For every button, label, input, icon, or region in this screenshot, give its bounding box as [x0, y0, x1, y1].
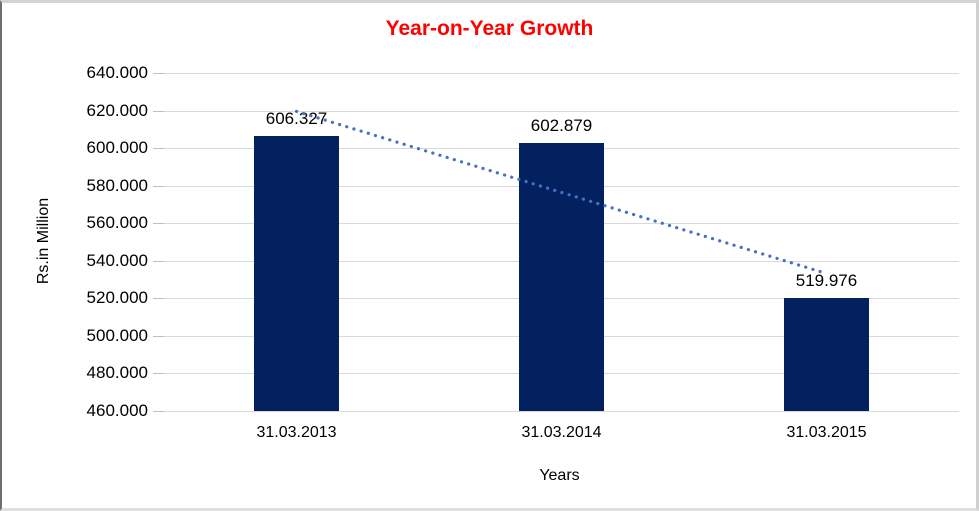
y-axis-tick [153, 223, 164, 225]
y-axis-tick [153, 373, 164, 375]
bar-31.03.2013 [254, 136, 339, 411]
y-tick-label: 480.000 [86, 363, 148, 383]
y-axis-tick [153, 298, 164, 300]
y-axis-tick [153, 73, 164, 74]
y-axis-tick [153, 260, 164, 262]
y-tick-label: 500.000 [86, 325, 148, 345]
data-label: 519.976 [795, 271, 858, 291]
x-axis-line [164, 411, 959, 412]
y-axis-tick [153, 411, 164, 412]
y-tick-label: 560.000 [86, 213, 148, 233]
y-axis-tick [153, 110, 164, 112]
y-tick-label: 540.000 [86, 250, 148, 270]
y-axis-tick [153, 148, 164, 150]
data-label: 602.879 [530, 115, 593, 135]
y-tick-label: 460.000 [86, 401, 148, 420]
gridline [164, 73, 959, 74]
y-tick-label: 620.000 [86, 100, 148, 120]
y-axis-tick [153, 335, 164, 337]
bar-31.03.2015 [784, 298, 869, 411]
bar-31.03.2014 [519, 142, 604, 411]
y-axis-title: Rs.in Million [35, 197, 52, 285]
x-tick-label: 31.03.2013 [256, 424, 337, 441]
y-tick-label: 580.000 [86, 175, 148, 195]
chart-title: Year-on-Year Growth [385, 17, 594, 40]
y-tick-label: 640.000 [86, 63, 148, 82]
y-axis-tick [153, 185, 164, 187]
y-tick-label: 600.000 [86, 138, 148, 158]
y-tick-label: 520.000 [86, 288, 148, 308]
data-label: 606.327 [265, 109, 328, 129]
x-tick-label: 31.03.2015 [786, 424, 867, 441]
x-axis-title: Years [539, 467, 580, 484]
x-tick-label: 31.03.2014 [521, 424, 602, 441]
